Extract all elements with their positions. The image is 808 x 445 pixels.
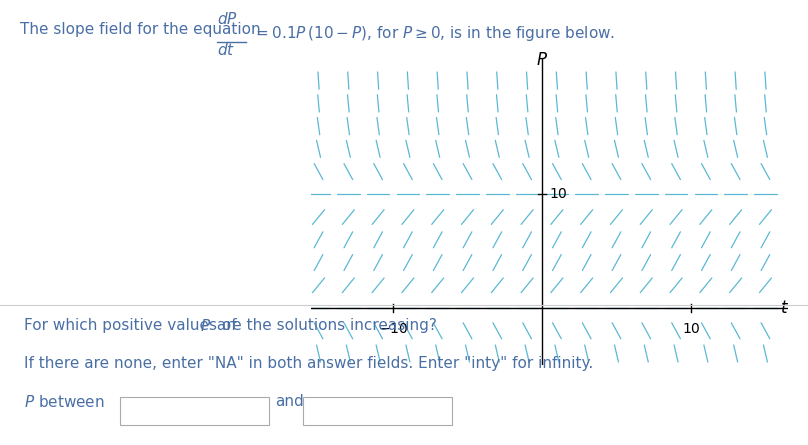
Text: $t$: $t$ [781,299,789,317]
Text: are the solutions increasing?: are the solutions increasing? [212,318,436,333]
Text: $-10$: $-10$ [378,322,408,336]
Text: $P$: $P$ [200,318,212,334]
Text: The slope field for the equation: The slope field for the equation [20,22,261,37]
Text: $P$ between: $P$ between [24,394,105,410]
Text: $10$: $10$ [549,187,568,201]
Text: $= 0.1P\,(10 - P)$, for $P \geq 0$, is in the figure below.: $= 0.1P\,(10 - P)$, for $P \geq 0$, is i… [253,24,615,44]
Text: $dt$: $dt$ [217,42,234,58]
Text: $dP$: $dP$ [217,11,238,27]
Text: For which positive values of: For which positive values of [24,318,242,333]
Text: If there are none, enter "NA" in both answer fields. Enter "inty" for infinity.: If there are none, enter "NA" in both an… [24,356,594,371]
Text: and: and [275,394,304,409]
Text: $10$: $10$ [682,322,701,336]
Text: $P$: $P$ [536,51,548,69]
